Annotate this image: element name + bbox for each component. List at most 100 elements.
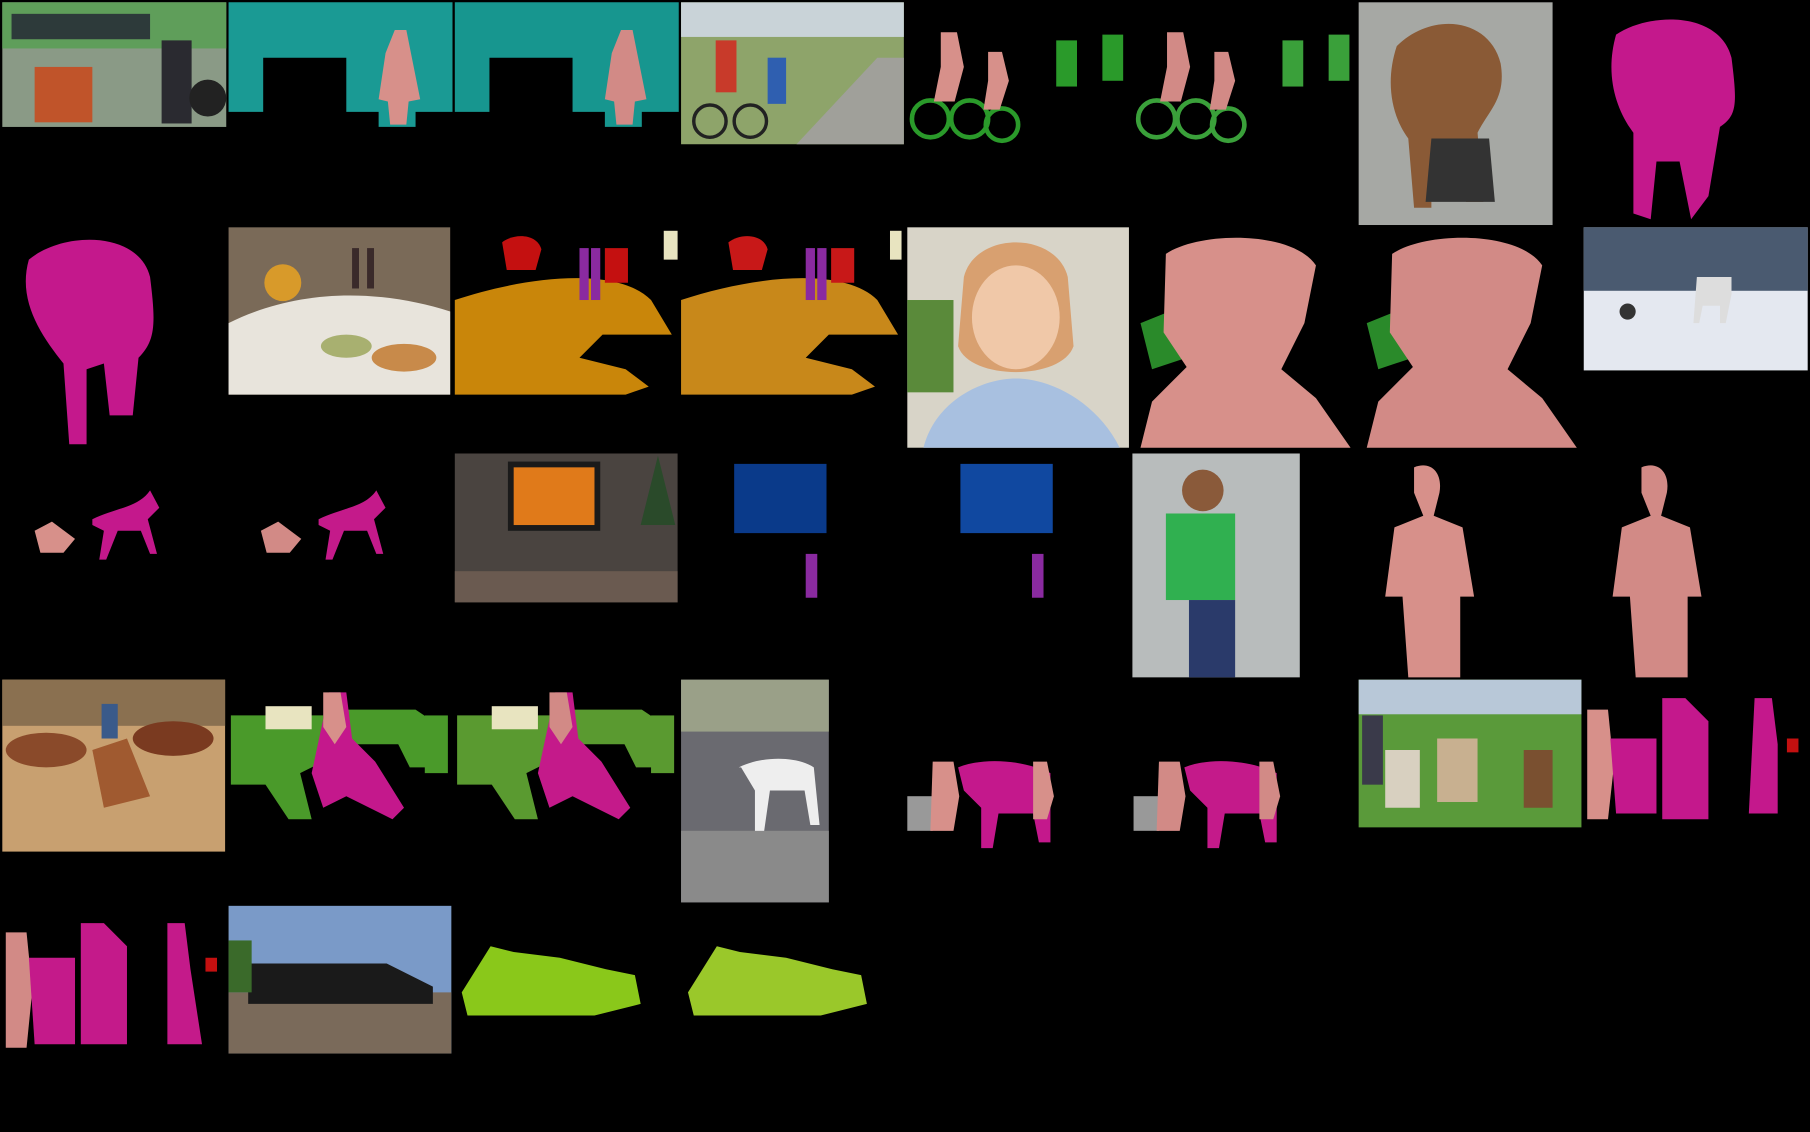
photo-girl-part [971,265,1060,370]
mask-girl-pred-part [1366,311,1413,370]
mask-table-gt-part [604,248,628,283]
photo-boy [1132,453,1300,678]
mask-train-pred [687,946,867,1016]
photo-girl-part [923,378,1120,448]
mask-train-gt [461,946,641,1016]
mask-cowboy-pred-part [549,692,573,745]
photo-table-part [264,264,302,302]
photo-bikes [681,2,904,145]
mask-girl-gt-part [1140,237,1351,448]
photo-tv [454,453,678,603]
photo-bikes-part [796,57,904,145]
photo-white-horse-part [738,758,820,831]
photo-train-part [248,963,433,1004]
mask-cowboy-pred [457,692,675,820]
photo-cowboy [2,679,226,852]
mask-cowboy-pred-part [651,715,675,774]
photo-bikes-part [692,103,728,140]
mask-table-pred-part [681,278,899,395]
photo-snow-part [1693,276,1732,324]
mask-bikes-gt-part [1056,40,1077,87]
photo-cowboy-part [101,703,118,739]
photo-riders-part [1523,750,1553,808]
photo-table-part [352,248,359,289]
photo-riders [1358,679,1582,828]
mask-bikes-pred-part [1209,106,1247,144]
mask-cowboy-pred-part [457,715,550,820]
mask-riders-pred-part [205,957,218,972]
mask-boy-pred [1612,465,1702,678]
mask-cowboy-gt-part [230,715,324,820]
mask-riders-gt-part [1748,698,1778,814]
mask-table-pred-part [728,236,768,271]
mask-bikes-gt [909,32,1124,144]
photo-riders-part [1385,750,1420,808]
photo-snow-part [1583,227,1808,291]
mask-girl-gt [1140,237,1351,448]
mask-bus-gt-part [378,30,421,125]
photo-cowboy-part [5,732,87,768]
mask-bus-pred [454,2,679,127]
photo-tv-part [513,467,595,526]
photo-bus-part [189,79,227,117]
mask-snow-gt [34,490,160,560]
mask-riders-pred-part [28,957,76,1045]
photo-pony-part [1425,138,1495,202]
photo-boy-part [1182,469,1224,512]
mask-cowboy-pred-part [491,706,538,730]
mask-cowboy-gt [230,692,448,820]
mask-girl-pred [1366,237,1577,448]
photo-bus [2,2,227,127]
mask-bikes-pred-part [1135,98,1178,140]
mask-bus-gt [228,2,453,127]
photo-white-horse [681,679,829,903]
mask-riders-gt-part [1662,698,1709,820]
mask-snow-pred [260,490,386,560]
mask-bikes-gt-part [983,106,1021,144]
mask-table-gt-part [663,230,678,260]
mask-bikes-pred-part [1328,34,1350,81]
mask-tv-pred-part [960,463,1053,534]
photo-girl-part [907,300,954,393]
mask-table-pred [681,230,902,395]
mask-tv-pred-part [1031,553,1044,598]
mask-horse-pred-part [1259,761,1281,820]
mask-snow-gt-part [34,521,76,553]
mask-riders-gt [1587,698,1799,820]
mask-bikes-pred-part [1282,40,1304,87]
mask-pony-pred [25,239,154,445]
mask-table-pred-part [889,230,902,260]
mask-horse-pred-part [1184,761,1277,849]
mask-boy-gt [1385,465,1475,678]
photo-train-part [228,940,252,993]
mask-snow-pred-part [318,490,386,560]
photo-riders-part [1362,715,1383,785]
photo-white-horse-part [681,830,829,903]
mask-table-pred-part [817,248,827,301]
mask-bikes-gt-part [933,32,964,102]
mask-boy-pred-part [1612,465,1702,678]
mask-table-gt-part [502,236,542,271]
photo-riders-part [1437,738,1478,802]
mask-table-gt-part [591,248,601,301]
mask-pony [1611,19,1735,220]
mask-pony-pred-part [25,239,154,445]
mask-horse-gt-part [907,796,933,831]
mask-table-pred-part [805,248,815,301]
mask-boy-gt-part [1385,465,1475,678]
mask-pony-part [1611,19,1735,220]
mask-riders-pred-part [80,923,127,1045]
mask-horse-gt-part [930,761,960,831]
mask-riders-pred-part [5,932,33,1048]
mask-girl-pred-part [1366,237,1577,448]
mask-bikes-pred [1135,32,1350,144]
mask-girl-gt-part [1140,311,1187,370]
mask-table-pred-part [831,248,855,283]
mask-horse-gt-part [1033,761,1054,820]
mask-tv-gt [734,463,827,598]
mask-horse-pred [1133,761,1281,849]
mask-tv-gt-part [805,553,818,598]
photo-bikes-part [715,40,737,93]
photo-tv-part [640,455,676,526]
